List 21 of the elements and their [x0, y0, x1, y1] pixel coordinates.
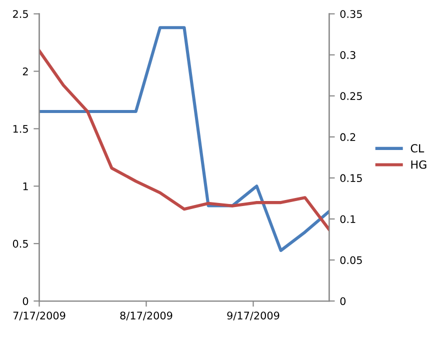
x-tick-label: 9/17/2009 — [227, 312, 280, 320]
y-tick-label: 0 — [22, 297, 28, 306]
legend-label: HG — [411, 160, 426, 169]
line-series — [39, 49, 330, 232]
y-tick-label: 1.5 — [13, 125, 28, 133]
y-tick-label: 2 — [22, 68, 28, 76]
x-tick-label: 7/17/2009 — [13, 312, 66, 320]
y-tick-label: 0.5 — [12, 240, 28, 248]
y2-tick-label: 0.3 — [340, 51, 356, 59]
y-tick-label: 2.5 — [13, 10, 28, 18]
y2-tick-label: 0.35 — [340, 10, 362, 18]
y2-tick-label: 0.1 — [340, 215, 356, 224]
y-tick-label: 1 — [23, 182, 28, 190]
y2-tick-label: 0.05 — [340, 256, 362, 264]
y2-tick-label: 0.15 — [340, 174, 362, 182]
x-tick-label: 8/17/2009 — [120, 312, 172, 320]
y2-tick-label: 0.25 — [340, 92, 362, 100]
legend-label: CL — [410, 144, 424, 152]
line-series — [39, 26, 330, 252]
y2-tick-label: 0.2 — [340, 133, 356, 142]
y2-tick-label: 0 — [340, 297, 346, 306]
